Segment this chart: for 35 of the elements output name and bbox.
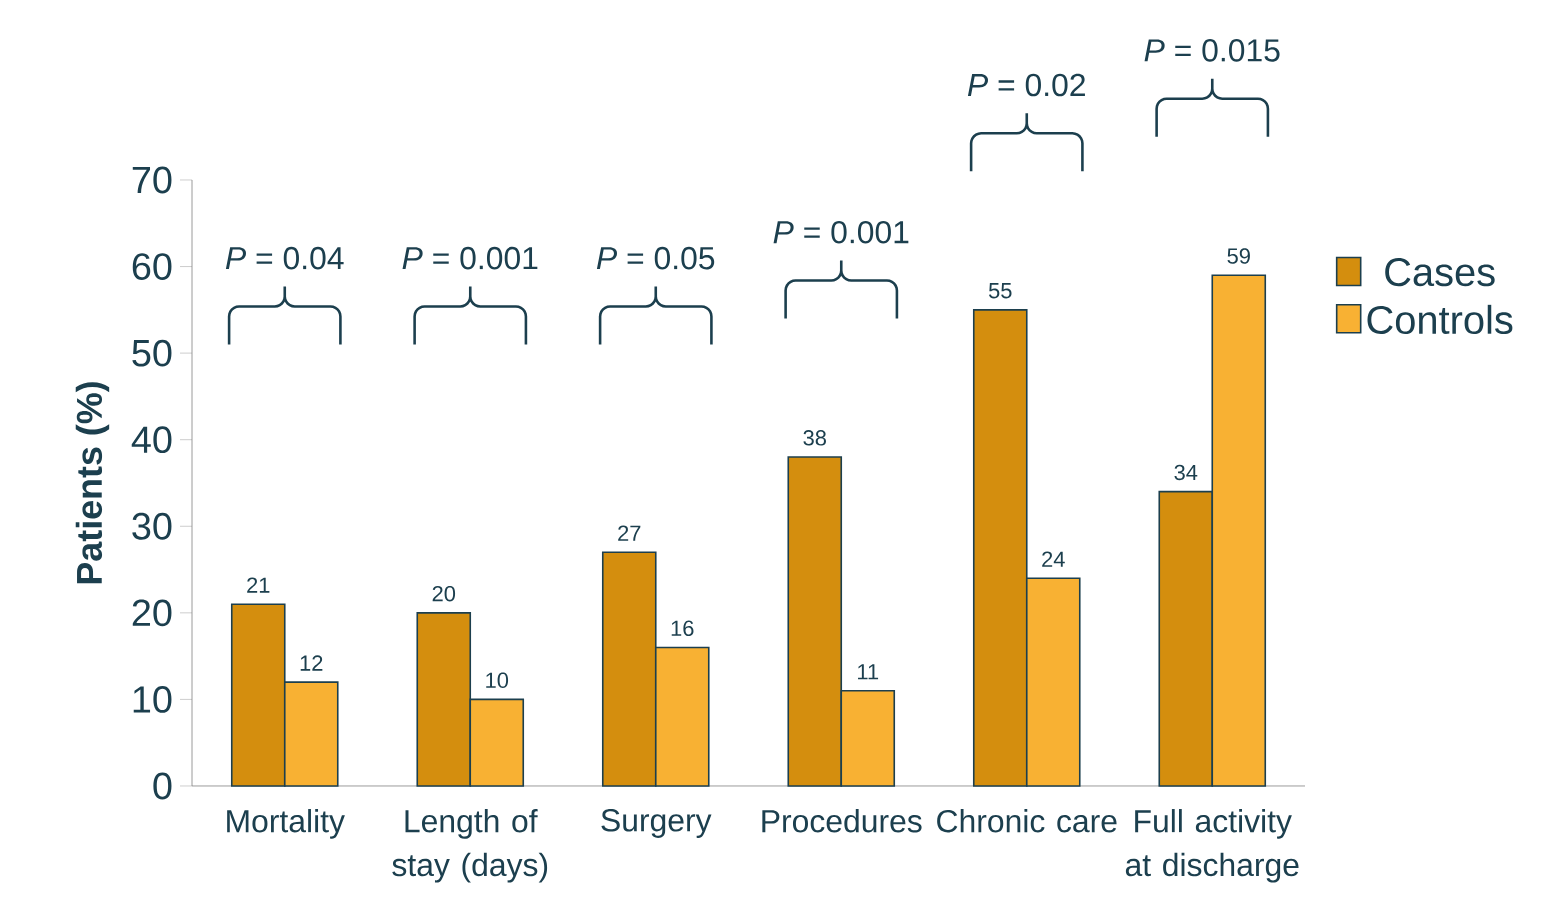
- y-tick-label: 20: [132, 599, 172, 627]
- y-tick-label: 50: [132, 339, 172, 367]
- data-label: 34: [1174, 464, 1198, 481]
- x-tick-label: Mortality: [227, 809, 345, 839]
- annotation: P = 0.001: [402, 246, 538, 270]
- x-tick-label: Surgery: [601, 809, 712, 838]
- legend-label: Cases: [1385, 258, 1495, 287]
- y-tick-label: 70: [132, 166, 172, 194]
- y-tick-label: 60: [132, 253, 172, 280]
- data-label: 21: [247, 577, 270, 593]
- annotation: P = 0.001: [773, 220, 909, 244]
- text: P = 0.015: [1144, 39, 1280, 62]
- data-label: 20: [432, 585, 456, 602]
- y-tick-label: 0: [153, 772, 172, 800]
- y-tick-label: 10: [133, 686, 172, 713]
- y-axis-title: Patients (%): [75, 382, 110, 584]
- x-tick-label: Length of stay (days): [392, 809, 548, 883]
- annotation: P = 0.04: [225, 246, 344, 270]
- data-label: 38: [803, 430, 826, 446]
- y-tick-label: 30: [132, 512, 172, 540]
- data-label: 55: [988, 283, 1012, 299]
- x-tick-label: Procedures: [762, 809, 922, 833]
- data-label: 11: [858, 664, 879, 680]
- y-tick-label: 40: [131, 426, 172, 454]
- annotation: P = 0.05: [596, 246, 715, 270]
- data-label: 59: [1227, 248, 1250, 264]
- data-label: 16: [671, 620, 694, 637]
- data-label: 27: [618, 525, 641, 541]
- x-tick-label: Chronic care: [937, 809, 1117, 833]
- text: P = 0.02: [967, 73, 1085, 97]
- data-label: 24: [1042, 551, 1065, 567]
- data-label: 12: [300, 655, 323, 671]
- x-tick-label: Full activity at discharge: [1125, 809, 1299, 883]
- data-label: 10: [486, 672, 509, 688]
- legend-label: Controls: [1367, 304, 1513, 335]
